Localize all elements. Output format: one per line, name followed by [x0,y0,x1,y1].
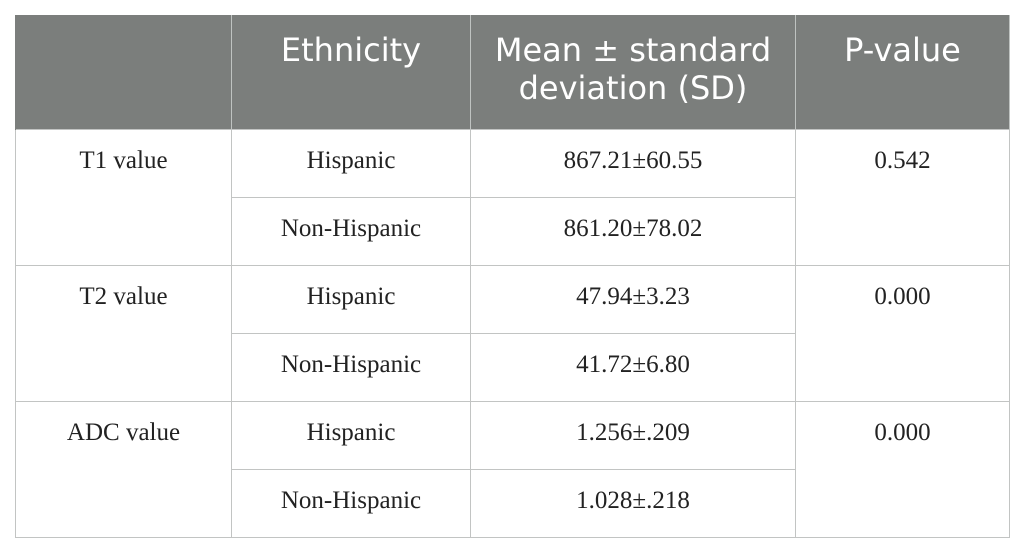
row-label-adc: ADC value [15,400,232,538]
p-value-cell: 0.542 [795,128,1010,266]
table-row: ADC value Hispanic 1.256±.209 0.000 [15,400,1010,538]
row-label-t1: T1 value [15,128,232,266]
table-row: Non-Hispanic 861.20±78.02 [16,196,1010,266]
header-ethnicity: Ethnicity [231,15,471,129]
mean-sd-cell: 867.21±60.55 [470,128,796,198]
table-row: Non-Hispanic 1.028±.218 [16,468,1010,538]
table-row: T1 value Hispanic 867.21±60.55 0.542 [15,128,1010,266]
mean-sd-cell: 1.028±.218 [470,468,796,538]
mean-sd-cell: 861.20±78.02 [470,196,796,266]
header-row: Ethnicity Mean ± standard deviation (SD)… [15,15,1010,129]
row-label-t2: T2 value [15,264,232,402]
ethnicity-cell: Non-Hispanic [231,196,471,266]
header-p-value: P-value [795,15,1010,129]
p-value-cell: 0.000 [795,400,1010,538]
results-table: Ethnicity Mean ± standard deviation (SD)… [15,15,1010,538]
mean-sd-cell: 1.256±.209 [470,400,796,470]
header-mean-sd: Mean ± standard deviation (SD) [470,15,796,129]
ethnicity-cell: Hispanic [231,128,471,198]
ethnicity-cell: Non-Hispanic [231,468,471,538]
ethnicity-cell: Hispanic [231,400,471,470]
header-empty [15,15,232,129]
ethnicity-cell: Hispanic [231,264,471,334]
table-row: T2 value Hispanic 47.94±3.23 0.000 [15,264,1010,402]
ethnicity-cell: Non-Hispanic [231,332,471,402]
mean-sd-cell: 41.72±6.80 [470,332,796,402]
p-value-cell: 0.000 [795,264,1010,402]
mean-sd-cell: 47.94±3.23 [470,264,796,334]
